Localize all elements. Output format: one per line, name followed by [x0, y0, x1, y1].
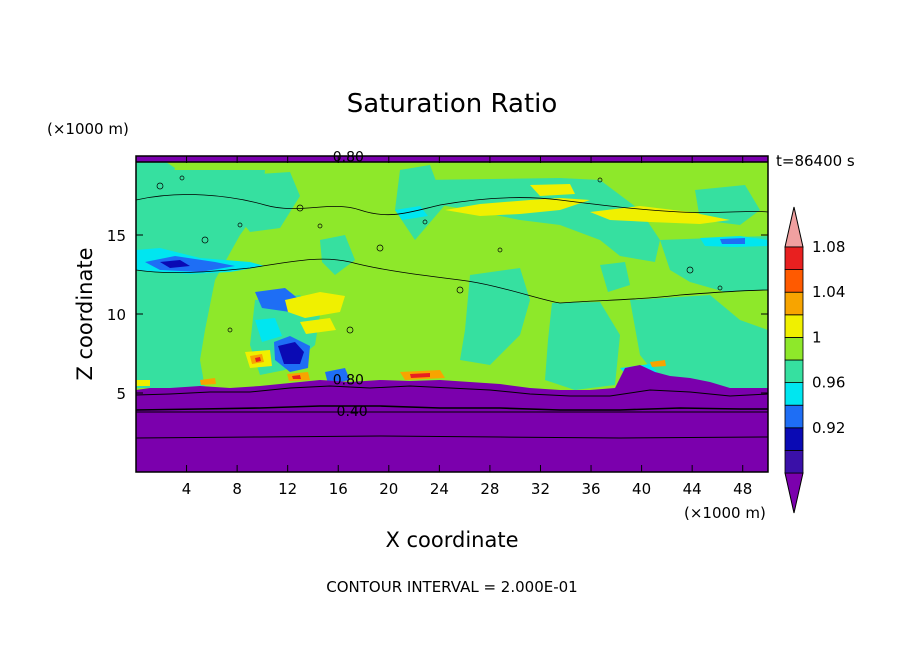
- x-tick-label: 32: [531, 480, 550, 498]
- colorbar-bin: [784, 427, 804, 451]
- colorbar-bin-highest: [784, 206, 804, 248]
- x-axis: 4 8 12 16 20 24 28 32 36 40 44 48: [182, 156, 752, 498]
- x-tick-label: 8: [232, 480, 242, 498]
- contour-interval-footer: CONTOUR INTERVAL = 2.000E-01: [326, 578, 577, 596]
- y-axis-title: Z coordinate: [73, 247, 97, 380]
- region-purple-lower: [136, 365, 768, 472]
- colorbar-level-label: 1: [812, 328, 822, 346]
- contour-speckles: [156, 175, 723, 334]
- colorbar-level-label: 1.08: [812, 238, 845, 256]
- contour-label: 0.40: [337, 404, 368, 420]
- x-axis-title: X coordinate: [385, 528, 518, 552]
- colorbar-bin: [784, 291, 804, 316]
- colorbar-bin: [784, 314, 804, 338]
- region-yellow: [136, 184, 730, 386]
- x-tick-label: 28: [480, 480, 499, 498]
- x-tick-label: 4: [182, 480, 192, 498]
- x-tick-label: 36: [581, 480, 600, 498]
- colorbar-bin-lowest: [784, 472, 804, 514]
- y-unit-label: (×1000 m): [47, 120, 129, 138]
- y-tick-label: 15: [107, 227, 126, 245]
- x-tick-label: 48: [733, 480, 752, 498]
- colorbar-bin: [784, 269, 804, 293]
- time-label: t=86400 s: [776, 152, 855, 170]
- x-tick-label: 12: [278, 480, 297, 498]
- colorbar-bin: [784, 336, 804, 361]
- contour-label: 0.80: [333, 373, 364, 389]
- contour-label: 0.80: [333, 150, 364, 166]
- colorbar: 0.92 0.96 1 1.04 1.08: [784, 206, 845, 514]
- contour-labels: 0.80 0.80 0.40: [333, 150, 368, 420]
- colorbar-bin: [784, 382, 804, 406]
- colorbar-bin: [784, 246, 804, 271]
- x-tick-label: 24: [430, 480, 449, 498]
- colorbar-level-label: 0.92: [812, 419, 845, 437]
- chart-title: Saturation Ratio: [347, 89, 558, 119]
- x-tick-label: 40: [632, 480, 651, 498]
- colorbar-level-label: 0.96: [812, 374, 845, 392]
- region-purple-top: [136, 156, 768, 162]
- x-tick-label: 20: [379, 480, 398, 498]
- y-axis: 5 10 15: [107, 227, 768, 403]
- colorbar-bin: [784, 404, 804, 429]
- contour-lines: [136, 161, 768, 439]
- y-tick-label: 10: [107, 306, 126, 324]
- x-tick-label: 16: [329, 480, 348, 498]
- region-darkblue: [160, 260, 304, 364]
- plot-area: [136, 156, 768, 472]
- colorbar-level-label: 1.04: [812, 283, 845, 301]
- x-tick-label: 44: [683, 480, 702, 498]
- colorbar-bin: [784, 449, 804, 474]
- x-unit-label: (×1000 m): [684, 504, 766, 522]
- y-tick-label: 5: [116, 385, 126, 403]
- colorbar-bin: [784, 359, 804, 384]
- region-red: [255, 357, 430, 379]
